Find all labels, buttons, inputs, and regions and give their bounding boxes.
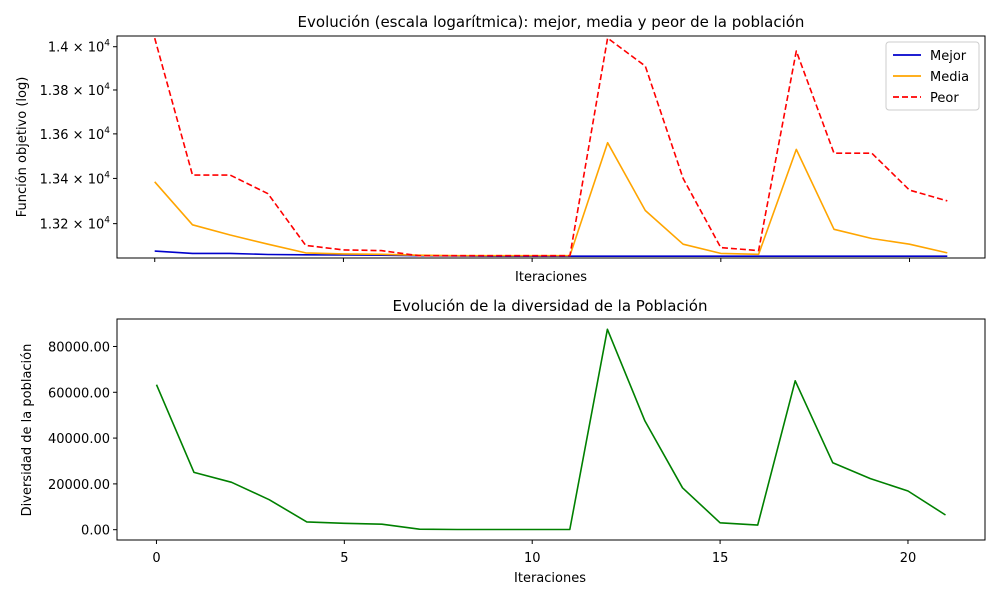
objective-y-tick-label-1.4: 1.4 × 104 [48, 39, 110, 56]
objective-y-axis-label: Función objetivo (log) [15, 77, 30, 218]
objective-chart: Evolución (escala logarítmica): mejor, m… [15, 13, 986, 285]
diversity-y-tick-label-0: 0.00 [81, 524, 110, 539]
diversity-x-tick-label-15: 15 [712, 551, 729, 566]
diversity-x-tick-label-20: 20 [900, 551, 917, 566]
diversity-plot-frame [116, 318, 986, 541]
objective-y-tick-label-1.38: 1.38 × 104 [40, 82, 111, 99]
objective-y-tick-label-1.36: 1.36 × 104 [40, 126, 111, 143]
legend-box [885, 41, 980, 111]
objective-y-ticks: 1.32 × 104 1.34 × 104 1.36 × 104 1.38 × 104… [40, 39, 117, 233]
diversity-x-tick-label-0: 0 [152, 551, 160, 566]
objective-x-axis-label: Iteraciones [515, 270, 587, 285]
diversity-series-line [155, 328, 946, 531]
legend-label-mejor: Mejor [930, 49, 967, 64]
legend: Mejor Media Peor [885, 41, 980, 111]
diversity-y-axis-label: Diversidad de la población [20, 344, 35, 517]
objective-x-ticks [154, 258, 911, 262]
objective-series-lines [153, 37, 948, 258]
objective-y-tick-label-1.34: 1.34 × 104 [40, 170, 111, 187]
diversity-y-tick-label-80000: 80000.00 [48, 340, 110, 355]
diversity-x-tick-label-10: 10 [524, 551, 541, 566]
diversity-y-ticks: 0.00 20000.00 40000.00 60000.00 80000.00 [48, 340, 117, 539]
diversity-y-tick-label-60000: 60000.00 [48, 386, 110, 401]
legend-label-media: Media [930, 70, 969, 85]
diversity-y-tick-label-40000: 40000.00 [48, 432, 110, 447]
legend-label-peor: Peor [930, 91, 959, 106]
objective-plot-frame [116, 35, 986, 259]
diversity-series-lines [155, 328, 946, 531]
diversity-chart: Evolución de la diversidad de la Poblaci… [20, 297, 986, 586]
objective-chart-title: Evolución (escala logarítmica): mejor, m… [298, 13, 805, 31]
series-line-peor [153, 37, 948, 257]
diversity-chart-title: Evolución de la diversidad de la Poblaci… [393, 297, 708, 315]
diversity-y-tick-label-20000: 20000.00 [48, 478, 110, 493]
diversity-x-ticks: 0 5 10 15 20 [152, 540, 916, 566]
objective-y-tick-label-1.32: 1.32 × 104 [40, 216, 111, 233]
diversity-x-tick-label-5: 5 [340, 551, 348, 566]
diversity-x-axis-label: Iteraciones [514, 571, 586, 586]
